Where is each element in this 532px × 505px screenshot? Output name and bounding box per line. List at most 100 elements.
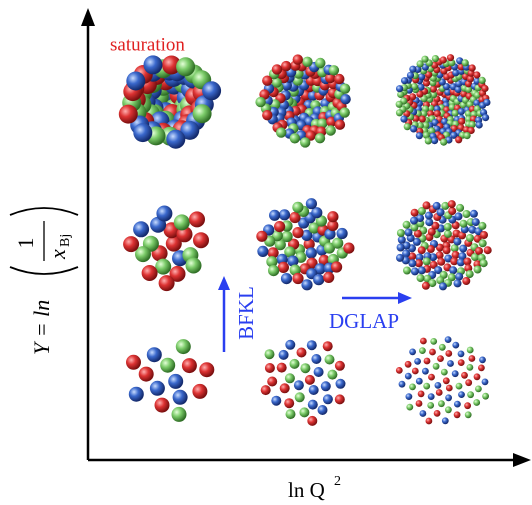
parton bbox=[292, 227, 303, 238]
parton bbox=[307, 340, 317, 350]
parton bbox=[271, 396, 281, 406]
parton bbox=[133, 123, 152, 142]
parton bbox=[400, 116, 407, 123]
parton bbox=[464, 402, 471, 409]
parton bbox=[463, 258, 471, 266]
parton bbox=[193, 104, 212, 123]
parton bbox=[396, 101, 403, 108]
parton bbox=[423, 257, 431, 265]
parton bbox=[285, 373, 295, 383]
dglap-arrowhead bbox=[398, 292, 412, 304]
parton bbox=[278, 262, 289, 273]
parton bbox=[343, 243, 354, 254]
parton bbox=[290, 133, 300, 143]
parton bbox=[426, 418, 433, 425]
parton bbox=[172, 407, 187, 422]
parton bbox=[313, 274, 324, 285]
parton bbox=[403, 267, 411, 275]
parton bbox=[277, 363, 287, 373]
parton bbox=[405, 228, 413, 236]
parton bbox=[325, 355, 335, 365]
parton bbox=[182, 358, 197, 373]
parton bbox=[269, 210, 280, 221]
parton bbox=[466, 234, 474, 242]
parton bbox=[332, 238, 343, 249]
parton bbox=[159, 275, 175, 291]
parton bbox=[458, 118, 465, 125]
parton bbox=[396, 109, 403, 116]
particle-clusters bbox=[119, 54, 492, 426]
parton bbox=[435, 382, 442, 389]
parton bbox=[409, 66, 416, 73]
parton bbox=[469, 64, 476, 71]
parton bbox=[475, 247, 483, 255]
parton bbox=[458, 359, 465, 366]
parton bbox=[302, 57, 312, 67]
parton bbox=[467, 347, 474, 354]
parton bbox=[466, 270, 474, 278]
x-axis-label: ln Q 2 bbox=[288, 474, 341, 502]
parton bbox=[294, 380, 304, 390]
parton bbox=[176, 339, 191, 354]
parton bbox=[281, 273, 292, 284]
parton bbox=[299, 407, 309, 417]
parton bbox=[438, 400, 445, 407]
parton bbox=[396, 367, 403, 374]
parton bbox=[452, 370, 459, 377]
parton bbox=[456, 383, 463, 390]
parton bbox=[428, 374, 435, 381]
x-arrowhead bbox=[513, 453, 531, 467]
parton bbox=[467, 364, 474, 371]
bfkl-arrowhead bbox=[218, 276, 230, 290]
parton bbox=[406, 393, 413, 400]
parton bbox=[437, 355, 444, 362]
parton bbox=[340, 94, 350, 104]
parton bbox=[139, 367, 154, 382]
parton bbox=[454, 279, 462, 287]
parton bbox=[479, 357, 486, 364]
y-label-denominator: x bbox=[45, 249, 70, 260]
parton bbox=[397, 229, 405, 237]
parton bbox=[281, 61, 291, 71]
parton bbox=[308, 400, 318, 410]
parton bbox=[279, 350, 289, 360]
saturation-label: saturation bbox=[110, 34, 185, 55]
parton bbox=[423, 201, 431, 209]
parton bbox=[255, 97, 265, 107]
parton bbox=[123, 236, 139, 252]
parton bbox=[416, 400, 423, 407]
parton bbox=[476, 121, 483, 128]
parton bbox=[433, 363, 440, 370]
parton bbox=[192, 384, 207, 399]
parton bbox=[126, 355, 141, 370]
y-label-numerator: 1 bbox=[13, 238, 38, 249]
y-label-subscript: Bj bbox=[58, 234, 73, 247]
parton bbox=[335, 120, 345, 130]
parton bbox=[276, 127, 286, 137]
parton bbox=[327, 370, 337, 380]
parton bbox=[257, 246, 268, 257]
parton bbox=[321, 381, 331, 391]
parton bbox=[442, 417, 449, 424]
parton bbox=[425, 137, 432, 144]
parton bbox=[290, 359, 300, 369]
parton bbox=[429, 349, 436, 356]
parton bbox=[300, 137, 310, 147]
parton bbox=[129, 387, 144, 402]
parton bbox=[447, 360, 454, 367]
parton bbox=[340, 84, 350, 94]
parton bbox=[462, 59, 469, 66]
parton bbox=[144, 55, 163, 74]
parton bbox=[326, 125, 336, 135]
parton bbox=[409, 349, 416, 356]
parton bbox=[147, 347, 162, 362]
parton bbox=[126, 72, 145, 91]
parton bbox=[446, 385, 453, 392]
parton bbox=[331, 261, 342, 272]
parton bbox=[474, 373, 481, 380]
parton bbox=[202, 81, 221, 100]
parton bbox=[473, 71, 480, 78]
parton bbox=[193, 232, 209, 248]
parton bbox=[292, 273, 303, 284]
parton bbox=[401, 77, 408, 84]
